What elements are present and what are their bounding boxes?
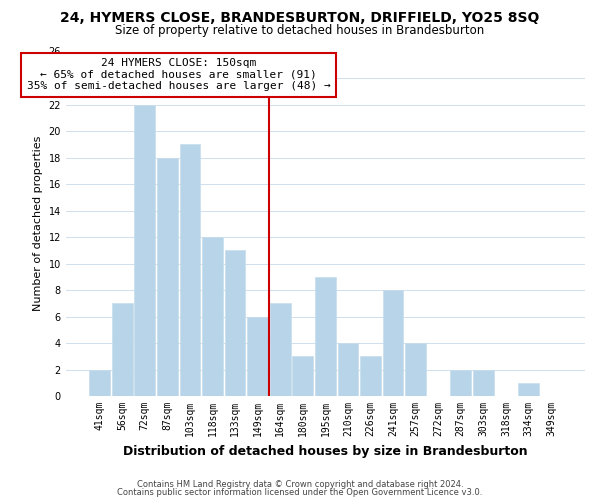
Bar <box>157 158 178 396</box>
Bar <box>179 144 200 396</box>
Bar <box>202 237 223 396</box>
Bar <box>292 356 313 396</box>
Bar <box>518 383 539 396</box>
Bar <box>383 290 403 396</box>
Text: 24 HYMERS CLOSE: 150sqm
← 65% of detached houses are smaller (91)
35% of semi-de: 24 HYMERS CLOSE: 150sqm ← 65% of detache… <box>27 58 331 92</box>
X-axis label: Distribution of detached houses by size in Brandesburton: Distribution of detached houses by size … <box>123 444 527 458</box>
Bar <box>405 343 426 396</box>
Text: Size of property relative to detached houses in Brandesburton: Size of property relative to detached ho… <box>115 24 485 37</box>
Bar <box>112 304 133 396</box>
Bar <box>451 370 471 396</box>
Bar <box>134 104 155 396</box>
Bar <box>315 277 336 396</box>
Bar <box>89 370 110 396</box>
Bar <box>360 356 381 396</box>
Text: Contains HM Land Registry data © Crown copyright and database right 2024.: Contains HM Land Registry data © Crown c… <box>137 480 463 489</box>
Bar <box>247 316 268 396</box>
Bar <box>473 370 494 396</box>
Bar <box>225 250 245 396</box>
Bar <box>338 343 358 396</box>
Text: Contains public sector information licensed under the Open Government Licence v3: Contains public sector information licen… <box>118 488 482 497</box>
Y-axis label: Number of detached properties: Number of detached properties <box>33 136 43 312</box>
Bar <box>270 304 290 396</box>
Text: 24, HYMERS CLOSE, BRANDESBURTON, DRIFFIELD, YO25 8SQ: 24, HYMERS CLOSE, BRANDESBURTON, DRIFFIE… <box>61 11 539 25</box>
